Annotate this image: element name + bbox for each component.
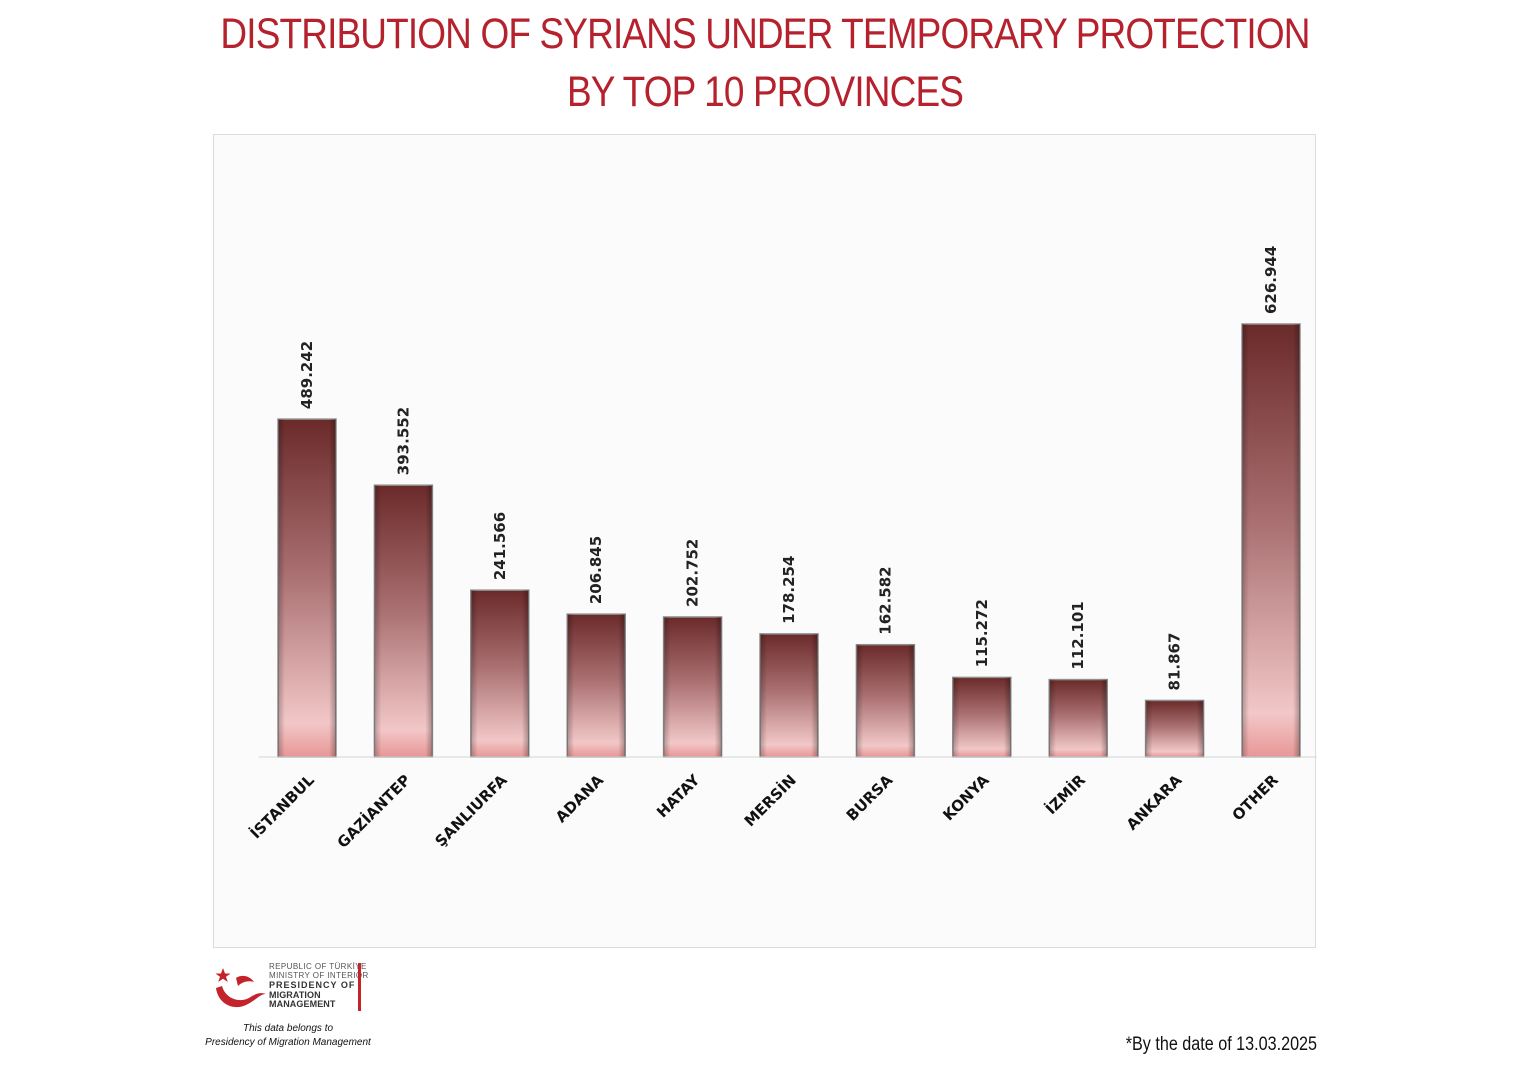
category-label-5: MERSİN [740, 770, 800, 830]
bar-shade-6 [856, 644, 915, 757]
ministry-logo: REPUBLIC OF TÜRKİYE MINISTRY OF INTERIOR… [212, 960, 372, 1020]
bar-shade-10 [1242, 324, 1300, 757]
value-label-6: 162.582 [876, 566, 894, 634]
crescent-star-icon [215, 968, 266, 1008]
chart-title-line1: DISTRIBUTION OF SYRIANS UNDER TEMPORARY … [220, 10, 1310, 58]
value-label-4: 202.752 [684, 539, 702, 607]
chart-area: 489.242 İSTANBUL 393.552 GAZİANTEP 241.566 ŞA… [213, 134, 1317, 948]
data-source-note: This data belongs to Presidency of Migra… [200, 1022, 376, 1050]
category-label-8: İZMİR [1041, 770, 1089, 818]
bar-shade-3 [567, 614, 626, 757]
value-label-2: 241.566 [491, 512, 509, 580]
bar-shade-4 [663, 616, 722, 757]
value-label-5: 178.254 [780, 556, 798, 624]
bar-shade-5 [760, 633, 818, 757]
category-label-4: HATAY [653, 770, 704, 821]
chart-title-line2: BY TOP 10 PROVINCES [566, 68, 964, 116]
value-label-3: 206.845 [587, 536, 605, 604]
category-label-2: ŞANLIURFA [431, 771, 510, 850]
logo-line3: PRESIDENCY OF [269, 980, 356, 990]
value-label-7: 115.272 [973, 599, 991, 667]
note-line2: Presidency of Migration Management [205, 1037, 371, 1048]
category-label-3: ADANA [552, 771, 607, 826]
category-label-1: GAZİANTEP [333, 770, 414, 851]
value-label-1: 393.552 [394, 407, 412, 475]
category-label-9: ANKARA [1123, 771, 1186, 834]
category-label-7: KONYA [939, 771, 993, 825]
bar-shade-0 [278, 419, 336, 757]
logo-line4: MIGRATION MANAGEMENT [269, 990, 336, 1009]
value-label-9: 81.867 [1166, 633, 1184, 691]
value-label-10: 626.944 [1262, 246, 1280, 314]
value-label-8: 112.101 [1069, 601, 1087, 669]
bar-shade-2 [470, 590, 529, 757]
bar-shade-9 [1145, 700, 1204, 757]
category-label-0: İSTANBUL [246, 770, 318, 842]
logo-line2: MINISTRY OF INTERIOR [269, 971, 369, 980]
category-label-6: BURSA [843, 771, 897, 825]
bar-chart: 489.242 İSTANBUL 393.552 GAZİANTEP 241.566 ŞA… [246, 246, 1317, 852]
value-label-0: 489.242 [298, 341, 316, 409]
logo-line1: REPUBLIC OF TÜRKİYE [269, 962, 367, 971]
note-line1: This data belongs to [242, 1023, 334, 1034]
category-label-10: OTHER [1229, 771, 1283, 825]
date-note: *By the date of 13.03.2025 [1125, 1034, 1317, 1055]
bar-shade-8 [1049, 679, 1108, 757]
bar-shade-1 [374, 485, 433, 757]
bar-shade-7 [952, 677, 1011, 757]
logo-divider [358, 963, 361, 1011]
